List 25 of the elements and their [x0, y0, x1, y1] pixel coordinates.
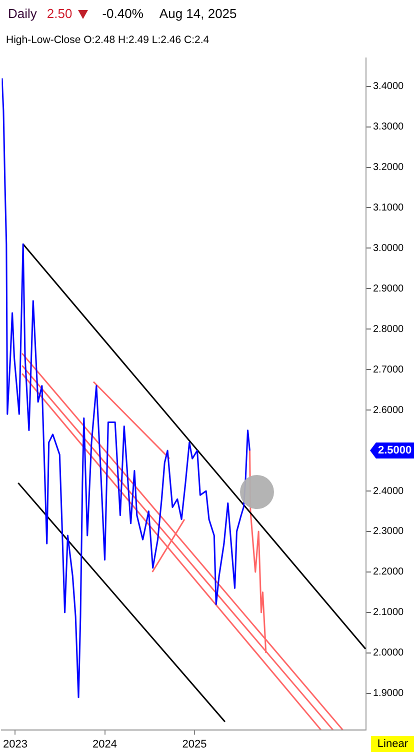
- y-tick-label: 2.9000: [373, 283, 404, 294]
- text: 2.50: [46, 6, 72, 21]
- x-tick-label: 2023: [2, 738, 28, 750]
- text: 2.5000: [378, 444, 412, 457]
- text: -0.40%: [102, 6, 144, 21]
- y-tick-label: 2.3000: [373, 526, 404, 538]
- x-tick-label: 2025: [182, 738, 207, 750]
- y-tick-label: 2.8000: [373, 324, 404, 335]
- y-tick-label: 2.6000: [373, 404, 404, 416]
- x-tick-label: 2024: [92, 738, 118, 750]
- y-tick-label: 2.2000: [373, 566, 404, 578]
- chart-subtitle: High-Low-Close O:2.48 H:2.49 L:2.46 C:2.4: [6, 34, 210, 46]
- y-tick-label: 3.0000: [373, 242, 404, 254]
- y-tick-label: 3.3000: [373, 122, 404, 133]
- chart-title: Daily: [8, 6, 37, 21]
- y-tick-label: 1.9000: [373, 688, 404, 700]
- y-tick-label: 2.1000: [373, 607, 404, 618]
- y-tick-label: 2.4000: [373, 486, 404, 497]
- text: Aug 14, 2025: [159, 6, 237, 21]
- y-tick-label: 3.4000: [373, 81, 404, 92]
- y-tick-label: 2.0000: [373, 648, 404, 659]
- y-tick-label: 3.2000: [373, 162, 404, 174]
- y-tick-label: 3.1000: [373, 202, 404, 214]
- text: Linear: [371, 736, 414, 752]
- y-tick-label: 2.7000: [373, 364, 404, 376]
